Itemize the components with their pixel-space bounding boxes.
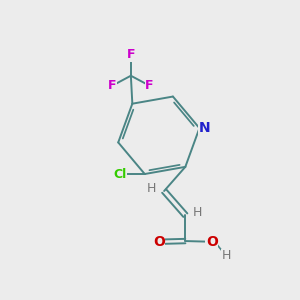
Text: O: O xyxy=(206,235,218,249)
Text: O: O xyxy=(153,235,165,249)
Text: H: H xyxy=(193,206,202,219)
Text: F: F xyxy=(108,79,116,92)
Text: Cl: Cl xyxy=(113,167,126,181)
Text: H: H xyxy=(147,182,157,195)
Text: H: H xyxy=(222,249,231,262)
Text: N: N xyxy=(199,121,211,135)
Text: F: F xyxy=(145,79,154,92)
Text: F: F xyxy=(127,48,135,61)
